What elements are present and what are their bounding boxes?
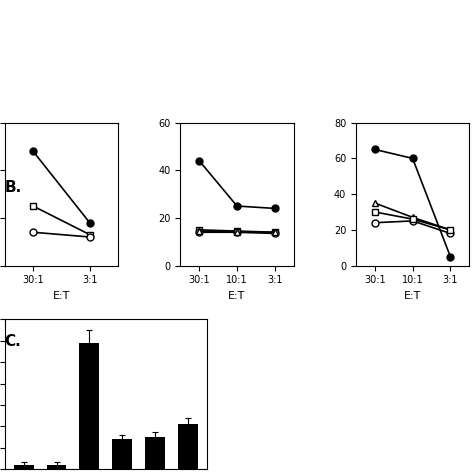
Bar	[80, 343, 99, 469]
X-axis label: E:T: E:T	[228, 291, 246, 301]
X-axis label: E:T: E:T	[404, 291, 421, 301]
X-axis label: E:T: E:T	[53, 291, 70, 301]
Bar	[112, 439, 132, 469]
Text: C.: C.	[5, 334, 21, 349]
Bar	[145, 437, 165, 469]
Bar	[47, 465, 66, 469]
Text: B.: B.	[5, 180, 22, 195]
Bar	[178, 424, 198, 469]
Bar	[14, 465, 34, 469]
